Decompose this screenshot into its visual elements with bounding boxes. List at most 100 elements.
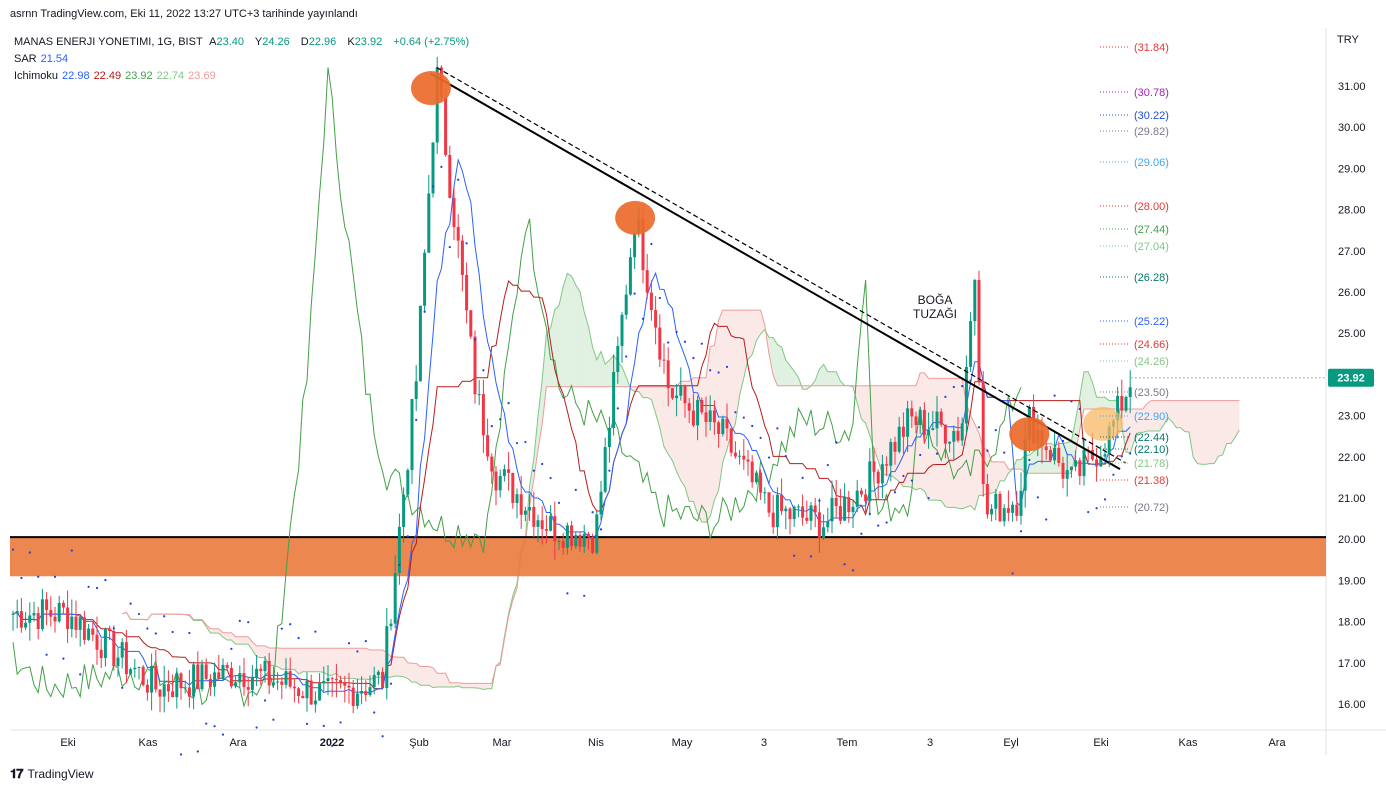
cloud-segment: [655, 386, 660, 428]
indicator-value: 22.98: [62, 70, 90, 82]
sar-dot: [280, 627, 283, 630]
cloud-segment: [773, 337, 778, 386]
senkou-span-b-line: [122, 309, 1240, 684]
candle-body: [616, 345, 620, 372]
candle: [985, 473, 989, 519]
candle: [334, 664, 338, 698]
candle-body: [297, 688, 301, 696]
price-label: (27.04): [1134, 241, 1169, 253]
cloud-segment: [651, 386, 656, 414]
cloud-segment: [937, 378, 942, 501]
candle-body: [956, 430, 960, 441]
candle-body: [645, 270, 649, 293]
candle-body: [393, 572, 397, 624]
sar-dot: [902, 474, 905, 478]
candle: [120, 638, 124, 669]
indicator-row-ichimoku[interactable]: Ichimoku 22.98 22.49 23.92 22.74 23.69: [14, 68, 473, 85]
cloud-segment: [315, 648, 320, 672]
candle-body: [990, 508, 994, 515]
symbol-name[interactable]: MANAS ENERJI YONETIMI, 1G, BIST: [14, 36, 203, 48]
candle: [700, 397, 704, 415]
cloud-segment: [479, 683, 484, 690]
candle: [574, 532, 578, 549]
sar-dot: [776, 427, 779, 430]
candle: [775, 487, 779, 540]
candle: [145, 679, 149, 701]
candle-body: [998, 493, 1002, 522]
candle: [133, 658, 137, 678]
cloud-segment: [533, 416, 538, 480]
candle-body: [469, 310, 473, 337]
ichimoku-cloud: [122, 273, 1240, 690]
candle-body: [141, 666, 145, 685]
candle-body: [313, 700, 317, 705]
sar-dot: [851, 569, 855, 572]
sar-dot: [247, 621, 250, 624]
cloud-segment: [1109, 400, 1114, 409]
candle-body: [414, 381, 418, 400]
candle: [1124, 395, 1128, 413]
sar-dot: [1112, 473, 1115, 476]
cloud-segment: [832, 371, 837, 386]
chikou-span-line: [12, 67, 1022, 708]
candle: [36, 606, 40, 640]
sar-dot: [868, 512, 871, 515]
sar-dot: [692, 356, 695, 360]
candle: [229, 661, 233, 689]
candle-body: [641, 218, 645, 271]
cloud-segment: [1197, 400, 1202, 465]
candle: [561, 532, 565, 555]
candle-body: [1095, 459, 1099, 467]
candle: [45, 592, 49, 626]
cloud-segment: [361, 648, 366, 680]
candle: [82, 610, 86, 645]
candle-body: [284, 671, 288, 685]
cloud-segment: [1147, 400, 1152, 431]
candle-body: [246, 687, 250, 690]
cloud-segment: [727, 310, 732, 450]
candle: [213, 662, 217, 697]
price-label: (24.66): [1134, 339, 1169, 351]
cloud-segment: [1084, 371, 1089, 409]
candle: [187, 669, 191, 708]
x-tick-label: 3: [927, 737, 933, 749]
sar-dot: [767, 456, 771, 459]
cloud-segment: [596, 351, 601, 387]
sar-dot: [843, 563, 846, 566]
candle-body: [427, 193, 431, 253]
candle: [322, 666, 326, 692]
candle: [553, 501, 557, 560]
sar-dot: [1129, 452, 1132, 455]
candle-body: [1116, 395, 1120, 421]
x-tick-label: Mar: [493, 737, 512, 749]
candle-body: [750, 461, 754, 483]
cloud-segment: [487, 683, 492, 689]
candle: [599, 480, 603, 521]
candle: [834, 479, 838, 519]
cloud-segment: [701, 377, 706, 523]
cloud-segment: [378, 650, 383, 678]
sar-dot: [490, 425, 493, 428]
candle-body: [229, 668, 233, 687]
sar-dot: [163, 615, 166, 618]
candle: [414, 365, 418, 412]
x-tick-label: Şub: [409, 737, 429, 749]
candle: [876, 469, 880, 500]
candle: [645, 254, 649, 300]
sar-dot: [574, 488, 577, 491]
price-label: (24.26): [1134, 356, 1169, 368]
candle: [351, 679, 355, 714]
indicator-row-sar[interactable]: SAR 21.54: [14, 51, 473, 68]
candle-body: [305, 680, 309, 699]
price-label: (27.44): [1134, 224, 1169, 236]
candle-body: [74, 616, 78, 630]
cloud-segment: [281, 648, 286, 670]
sar-dot: [1028, 458, 1031, 462]
candle: [540, 506, 544, 545]
candle: [1061, 456, 1065, 489]
sar-dot: [11, 548, 15, 551]
candle: [1120, 379, 1124, 419]
candle: [557, 538, 561, 550]
candle-body: [91, 628, 95, 635]
